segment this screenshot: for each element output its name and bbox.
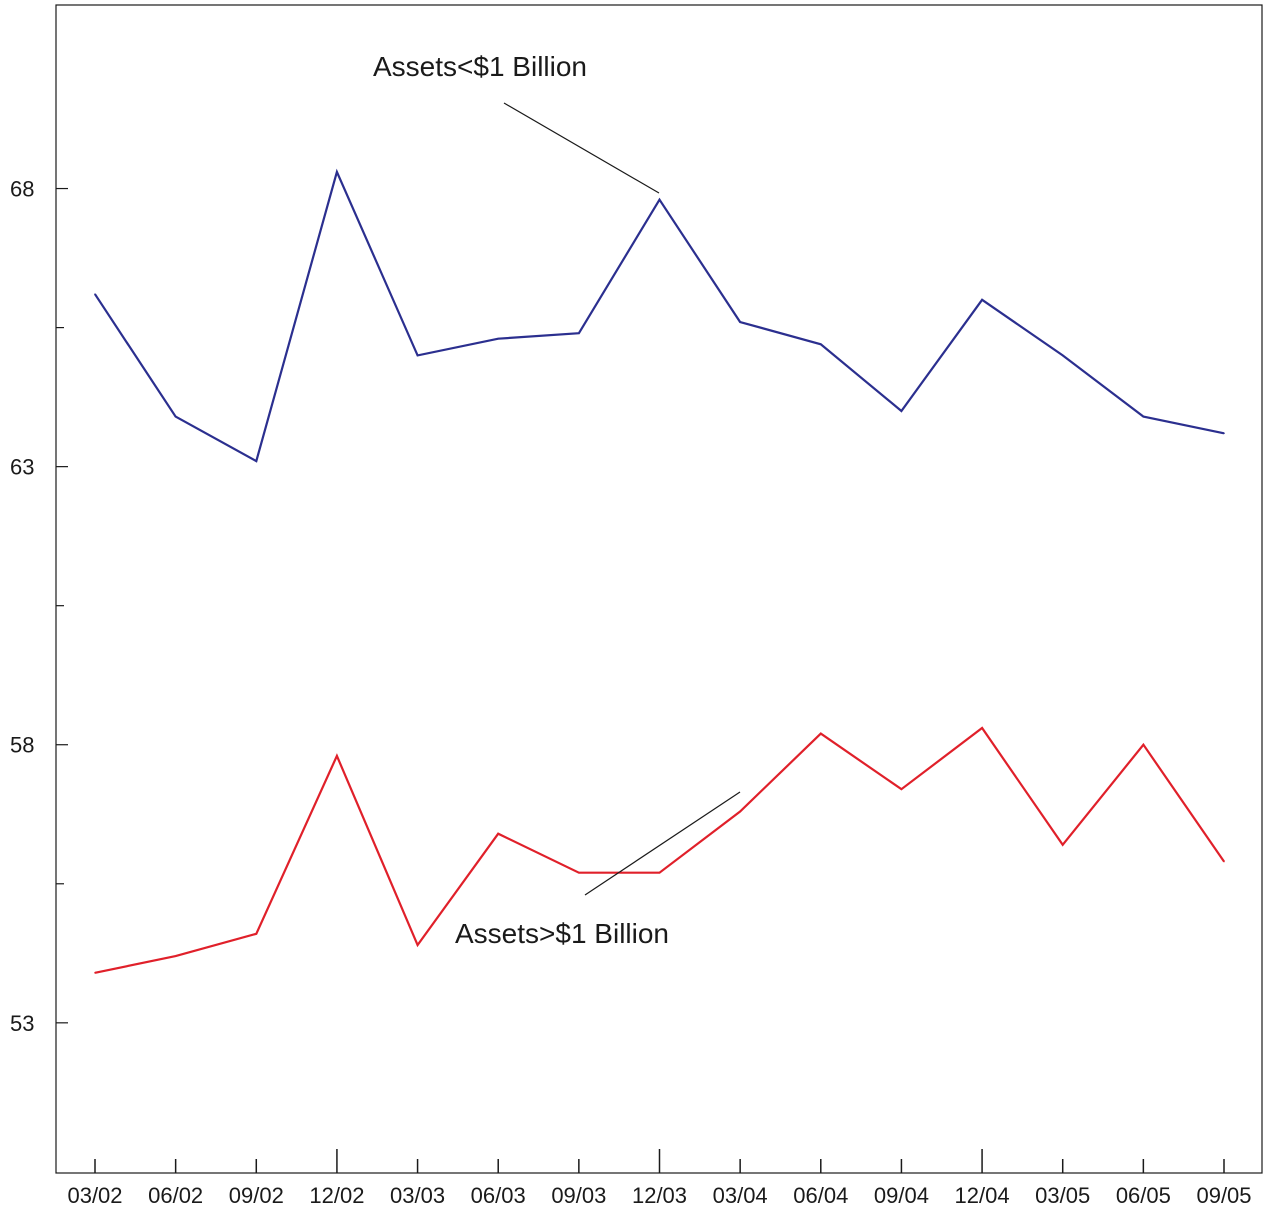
series-2-point — [497, 832, 500, 835]
series-1-point — [416, 354, 419, 357]
annotation-leader-lower — [584, 791, 741, 896]
series-1-point — [336, 171, 338, 173]
x-tick-label: 09/02 — [229, 1183, 284, 1208]
series-2-point — [255, 933, 258, 935]
annotation-upper: Assets<$1 Billion — [373, 51, 587, 82]
series-2-point — [819, 732, 822, 735]
annotation-layer: Assets<$1 Billion Assets>$1 Billion — [373, 51, 741, 949]
x-tick-label: 09/04 — [874, 1183, 929, 1208]
x-tick-label: 12/02 — [309, 1183, 364, 1208]
series-1-point — [981, 298, 983, 301]
series-1-point — [819, 343, 822, 346]
plot-frame — [55, 4, 1263, 1174]
series-2-point — [94, 971, 96, 974]
series-1-point — [1223, 432, 1225, 435]
x-tick-label: 03/03 — [390, 1183, 445, 1208]
series-2-point — [1061, 844, 1064, 846]
series-1-point — [174, 415, 177, 418]
series-2-point — [416, 944, 419, 946]
series-2-point — [174, 955, 177, 957]
x-tick-label: 09/03 — [551, 1183, 606, 1208]
x-tick-label: 06/04 — [793, 1183, 848, 1208]
series-1-point — [658, 198, 661, 201]
series-1-point — [1061, 354, 1064, 357]
x-tick-label: 03/05 — [1035, 1183, 1090, 1208]
annotation-leader-upper — [503, 102, 660, 194]
y-tick-label: 53 — [10, 1011, 34, 1036]
y-tick-label: 63 — [10, 455, 34, 480]
x-tick-label: 03/04 — [713, 1183, 768, 1208]
series-1-point — [94, 293, 96, 296]
x-tick-label: 09/05 — [1196, 1183, 1251, 1208]
x-tick-label: 12/04 — [955, 1183, 1010, 1208]
x-tick-label: 06/03 — [471, 1183, 526, 1208]
y-tick-label: 68 — [10, 177, 34, 202]
y-tick-label: 58 — [10, 733, 34, 758]
series-2-point — [981, 727, 983, 729]
x-tick-label: 06/02 — [148, 1183, 203, 1208]
annotation-lower: Assets>$1 Billion — [455, 918, 669, 949]
series-layer — [94, 168, 1225, 974]
series-2-point — [1142, 743, 1145, 746]
y-axis: 53 63 68 58 — [10, 177, 68, 1036]
series-2-point — [739, 810, 741, 813]
series-1-point — [1142, 415, 1145, 418]
series-1-point — [497, 337, 500, 340]
x-axis: 03/02 06/02 09/02 12/02 03/03 06/03 09/03 12/03… — [67, 1149, 1252, 1208]
series-2-point — [900, 788, 903, 791]
series-1-point — [578, 332, 580, 334]
series-2-point — [578, 871, 580, 874]
series-1-point — [255, 460, 258, 462]
x-tick-label: 03/02 — [67, 1183, 122, 1208]
x-tick-label: 06/05 — [1116, 1183, 1171, 1208]
x-tick-label: 12/03 — [632, 1183, 687, 1208]
series-1-point — [739, 321, 741, 323]
series-2-point — [1223, 860, 1225, 863]
series-1-point — [900, 410, 903, 412]
series-line-1 — [94, 168, 1225, 463]
series-2-point — [336, 755, 338, 757]
series-2-point — [658, 871, 661, 874]
